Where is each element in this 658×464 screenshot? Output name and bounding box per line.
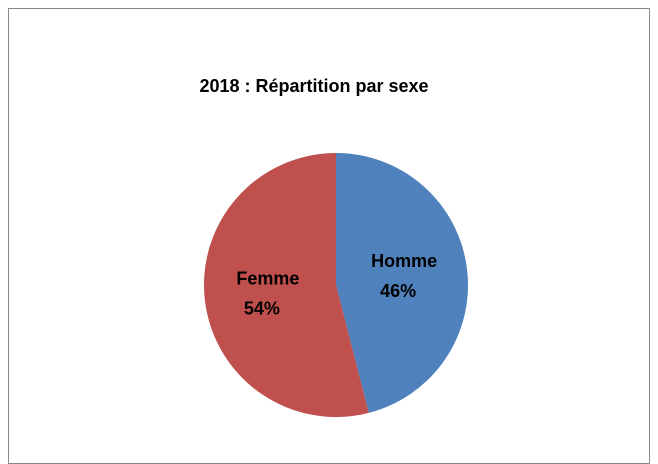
chart-title: 2018 : Répartition par sexe	[199, 76, 428, 96]
slice-category-label: Homme	[371, 251, 437, 271]
slice-value-label: 54%	[244, 298, 280, 318]
pie-slice	[336, 153, 468, 413]
pie-slice	[203, 153, 369, 417]
slice-value-label: 46%	[380, 281, 416, 301]
slice-category-label: Femme	[236, 268, 299, 288]
